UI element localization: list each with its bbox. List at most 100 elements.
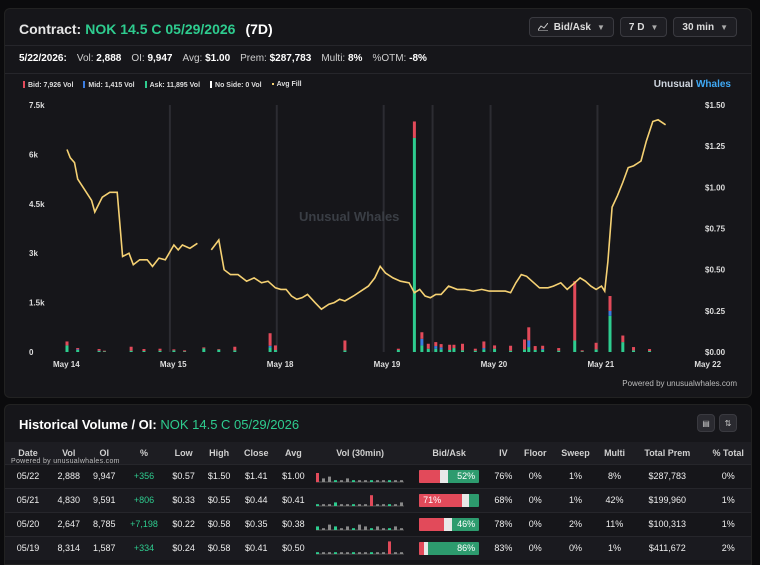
column-header[interactable]: Multi — [598, 442, 632, 464]
volume-bar-ask — [129, 350, 133, 352]
column-header[interactable]: Date — [5, 442, 51, 464]
cell-total-prem: $199,960 — [631, 487, 704, 512]
sort-icon[interactable]: ⇅ — [719, 414, 737, 432]
legend-item[interactable]: Bid: 7,926 Vol — [23, 81, 73, 89]
sparkline-bar — [328, 504, 332, 506]
volume-bar-ask — [396, 350, 400, 352]
volume-bar-ask — [452, 348, 456, 352]
legend-item[interactable]: Ask: 11,895 Vol — [144, 81, 200, 89]
sparkline-bar — [388, 541, 392, 555]
stats-oi: OI: 9,947 — [131, 53, 173, 64]
divider — [5, 73, 751, 74]
volume-bar-mid — [420, 338, 424, 346]
y-left-tick: 1.5k — [29, 299, 45, 308]
volume-bar-bid — [129, 346, 133, 351]
sparkline — [316, 541, 405, 555]
column-header[interactable]: Total Prem — [631, 442, 704, 464]
bid-fill — [419, 541, 424, 555]
volume-bar-bid — [580, 350, 584, 352]
chart-controls: Bid/Ask ▼ 7 D ▼ 30 min ▼ — [528, 17, 737, 37]
volume-bar-bid — [632, 347, 636, 351]
volume-bar-ask — [434, 348, 438, 352]
sparkline-bar — [364, 526, 368, 530]
cell-sparkline — [311, 511, 410, 536]
legend-item[interactable]: Avg Fill — [271, 81, 302, 89]
cell-avg: $0.38 — [275, 511, 312, 536]
volume-bar-ask — [102, 351, 106, 352]
table-row[interactable]: 05/21 4,830 9,591 +806 $0.33 $0.55 $0.44 $0.41 7… — [5, 487, 751, 512]
column-header[interactable]: Avg — [275, 442, 312, 464]
sparkline-bar — [316, 504, 320, 506]
sparkline — [316, 524, 405, 531]
export-icon[interactable]: ▤ — [697, 414, 715, 432]
column-header[interactable]: Low — [165, 442, 202, 464]
history-title: Historical Volume / OI: NOK 14.5 C 05/29… — [19, 417, 300, 432]
volume-bar-bid — [473, 348, 477, 351]
volume-bar-ask — [527, 347, 531, 352]
column-header[interactable]: % — [122, 442, 166, 464]
column-header[interactable]: Floor — [517, 442, 554, 464]
cell-low: $0.24 — [165, 535, 202, 560]
legend-item[interactable]: No Side: 0 Vol — [210, 81, 262, 89]
sparkline-bar — [370, 528, 374, 530]
range-dropdown[interactable]: 7 D ▼ — [619, 17, 668, 37]
column-header[interactable]: IV — [489, 442, 518, 464]
cell-oi: 9,591 — [86, 487, 123, 512]
volume-chart: Unusual Whales 7.5k 6k 4.5k 3k 1.5k 0 $1.50 $1.2… — [29, 101, 726, 369]
sparkline-bar — [358, 552, 362, 555]
sparkline-bar — [352, 552, 356, 555]
sparkline-bar — [382, 552, 386, 555]
cell-bid-ask: 46% — [409, 511, 490, 536]
cell-close: $0.41 — [236, 535, 276, 560]
volume-bar-ask — [460, 350, 464, 352]
volume-bar-bid — [343, 340, 347, 351]
stats-date: 5/22/2026: — [19, 53, 67, 64]
column-header[interactable]: % Total — [703, 442, 751, 464]
column-header[interactable]: Bid/Ask — [409, 442, 490, 464]
interval-dropdown[interactable]: 30 min ▼ — [673, 17, 737, 37]
avg-fill-line — [66, 149, 198, 268]
sparkline-bar — [400, 480, 404, 482]
sparkline-bar — [322, 552, 326, 555]
volume-bar-ask — [557, 350, 561, 352]
table-row[interactable]: 05/22 2,888 9,947 +356 $0.57 $1.50 $1.41 $1.00 5… — [5, 463, 751, 488]
interval-label: 30 min — [682, 21, 715, 33]
sparkline-bar — [394, 526, 398, 530]
volume-bar-ask — [76, 350, 80, 352]
column-header[interactable]: High — [201, 442, 237, 464]
sparkline-bar — [376, 504, 380, 506]
volume-bar-ask — [533, 350, 537, 352]
table-row[interactable]: 05/19 8,314 1,587 +334 $0.24 $0.58 $0.41 $0.50 8… — [5, 535, 751, 560]
sparkline-bar — [376, 526, 380, 530]
table-row[interactable]: 05/20 2,647 8,785 +7,198 $0.22 $0.58 $0.35 $0.3… — [5, 511, 751, 536]
chart-legend: Bid: 7,926 Vol Mid: 1,415 Vol Ask: 11,895 … — [23, 81, 302, 89]
bid-ask-dropdown[interactable]: Bid/Ask ▼ — [528, 17, 614, 37]
sparkline-bar — [364, 552, 368, 555]
column-header[interactable]: Vol (30min) — [311, 442, 410, 464]
sparkline-bar — [394, 552, 398, 555]
volume-bar-bid — [608, 296, 612, 311]
sparkline-bar — [328, 524, 332, 530]
cell-pct-total: 2% — [703, 535, 751, 560]
volume-bar-ask — [142, 351, 146, 352]
cell-low: $0.57 — [165, 463, 202, 488]
column-header[interactable]: Close — [236, 442, 276, 464]
legend-item[interactable]: Mid: 1,415 Vol — [83, 81, 135, 89]
bid-ask-label: 46% — [457, 518, 476, 529]
column-header[interactable]: OI — [86, 442, 123, 464]
volume-bar-ask — [172, 350, 176, 352]
column-header[interactable]: Sweep — [553, 442, 598, 464]
sparkline-bar — [388, 480, 392, 482]
volume-bar-bid — [412, 121, 416, 138]
cell-high: $1.50 — [201, 463, 237, 488]
cell-multi: 1% — [598, 535, 632, 560]
contract-symbol[interactable]: NOK 14.5 C 05/29/2026 — [85, 21, 236, 37]
volume-bar-ask — [439, 349, 443, 352]
volume-bar-bid — [557, 348, 561, 351]
column-header[interactable]: Vol — [51, 442, 87, 464]
cell-oi: 9,947 — [86, 463, 123, 488]
volume-bar-ask — [448, 350, 452, 352]
cell-vol: 2,647 — [51, 511, 87, 536]
volume-bar-bid — [493, 345, 497, 349]
sparkline-bar — [388, 504, 392, 506]
